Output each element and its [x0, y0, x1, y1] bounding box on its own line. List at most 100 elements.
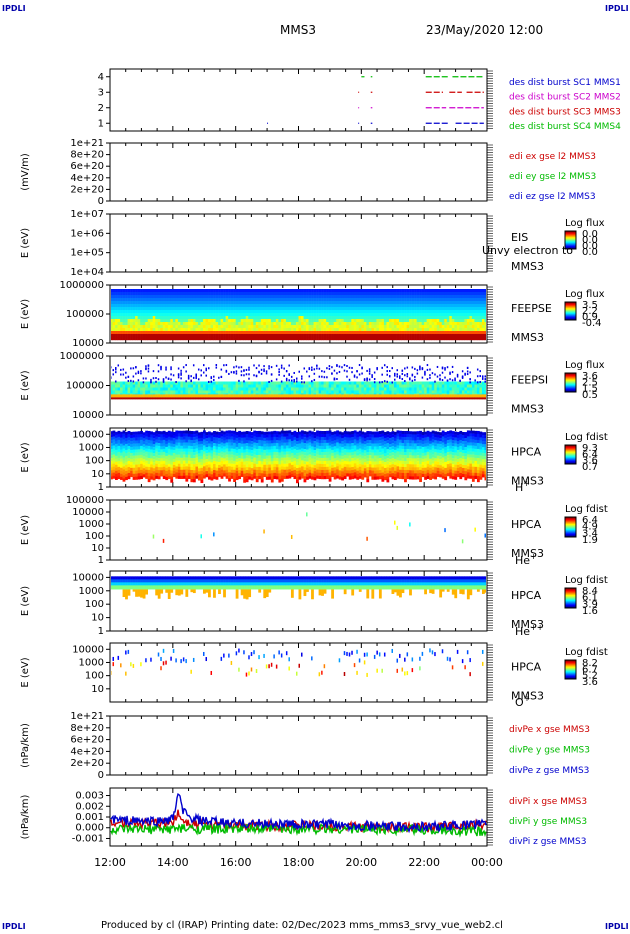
heatmap-cell [434, 310, 438, 314]
heatmap-cell [331, 301, 334, 305]
heatmap-cell [303, 397, 307, 400]
heatmap-cell [243, 394, 247, 398]
heatmap-cell [190, 337, 194, 341]
heatmap-cell [137, 310, 141, 314]
heatmap-cell [301, 325, 304, 329]
heatmap-cell [235, 397, 239, 400]
heatmap-cell [268, 289, 272, 293]
heatmap-cell [265, 313, 269, 317]
heatmap-cell [208, 331, 211, 335]
heatmap-cell [341, 292, 345, 296]
heatmap-cell [122, 466, 126, 470]
heatmap-cell [137, 397, 141, 400]
heatmap-cell [429, 322, 433, 326]
heatmap-cell [140, 370, 142, 373]
heatmap-cell [265, 384, 269, 388]
heatmap-cell [270, 390, 274, 394]
heatmap-cell [190, 319, 194, 323]
heatmap-cell [157, 381, 161, 385]
y-tick-label: 8e+20 [70, 150, 104, 161]
heatmap-cell [115, 437, 118, 441]
heatmap-cell [170, 461, 174, 465]
heatmap-cell [346, 325, 350, 329]
heatmap-cell [391, 381, 393, 384]
heatmap-cell [290, 298, 294, 302]
heatmap-cell [187, 325, 191, 329]
heatmap-cell [363, 298, 367, 302]
heatmap-cell [260, 394, 264, 398]
heatmap-cell [361, 384, 365, 388]
heatmap-cell [363, 313, 367, 317]
heatmap-cell [268, 380, 270, 383]
heatmap-cell [456, 313, 460, 317]
heatmap-cell [120, 470, 123, 474]
heatmap-cell [396, 384, 400, 388]
heatmap-cell [328, 331, 332, 335]
heatmap-cell [421, 310, 425, 314]
heatmap-cell [220, 310, 224, 314]
heatmap-cell [356, 307, 360, 311]
heatmap-cell [130, 289, 133, 293]
heatmap-cell [150, 455, 154, 459]
heatmap-cell [341, 298, 345, 302]
heatmap-cell [112, 298, 116, 302]
heatmap-cell [484, 298, 486, 302]
heatmap-cell [429, 307, 433, 311]
heatmap-cell [378, 298, 382, 302]
heatmap-cell [120, 313, 123, 317]
heatmap-cell [155, 457, 159, 461]
heatmap-cell [142, 289, 146, 293]
heatmap-cell [253, 384, 257, 388]
heatmap-cell [414, 304, 417, 308]
heatmap-cell [429, 313, 433, 317]
heatmap-cell [220, 375, 223, 378]
heatmap-cell [351, 337, 355, 341]
heatmap-cell [406, 292, 410, 296]
colorbar-title: Log flux [565, 218, 605, 229]
heatmap-cell [135, 387, 138, 391]
heatmap-cell [273, 316, 277, 320]
heatmap-cell [132, 437, 136, 441]
heatmap-cell [353, 292, 357, 296]
heatmap-cell [278, 397, 282, 400]
heatmap-cell [142, 298, 146, 302]
heatmap-cell [484, 304, 486, 308]
heatmap-cell [328, 316, 332, 320]
heatmap-cell [111, 394, 113, 398]
heatmap-cell [238, 381, 241, 385]
heatmap-cell [341, 316, 345, 320]
heatmap-cell [140, 313, 143, 317]
heatmap-cell [152, 328, 156, 332]
heatmap-cell [481, 322, 485, 326]
heatmap-cell [157, 437, 161, 441]
heatmap-cell [250, 307, 254, 311]
y-tick-label: 10000 [72, 429, 104, 440]
heatmap-cell [165, 310, 169, 314]
heatmap-cell [268, 292, 272, 296]
heatmap-cell [469, 310, 473, 314]
heatmap-cell [155, 436, 159, 440]
heatmap-cell [260, 298, 264, 302]
heatmap-cell [145, 313, 148, 317]
heatmap-cell [444, 331, 448, 335]
heatmap-cell [218, 390, 221, 394]
heatmap-cell [381, 319, 385, 323]
heatmap-cell [451, 304, 455, 308]
heatmap-cell [293, 319, 297, 323]
heatmap-cell [288, 379, 290, 382]
heatmap-cell [155, 322, 159, 326]
heatmap-cell [421, 384, 425, 388]
heatmap-cells [111, 430, 486, 484]
heatmap-cell [454, 304, 458, 308]
heatmap-cell [416, 394, 420, 398]
heatmap-cell [255, 316, 259, 320]
heatmap-cell [213, 322, 216, 326]
heatmap-cell [436, 319, 440, 323]
heatmap-cell [326, 298, 329, 302]
heatmap-cell [248, 387, 252, 391]
heatmap-cell [125, 328, 128, 332]
heatmap-cell [356, 384, 360, 388]
heatmap-cell [270, 316, 274, 320]
heatmap-cell [210, 384, 214, 388]
heatmap-cell [461, 325, 465, 329]
